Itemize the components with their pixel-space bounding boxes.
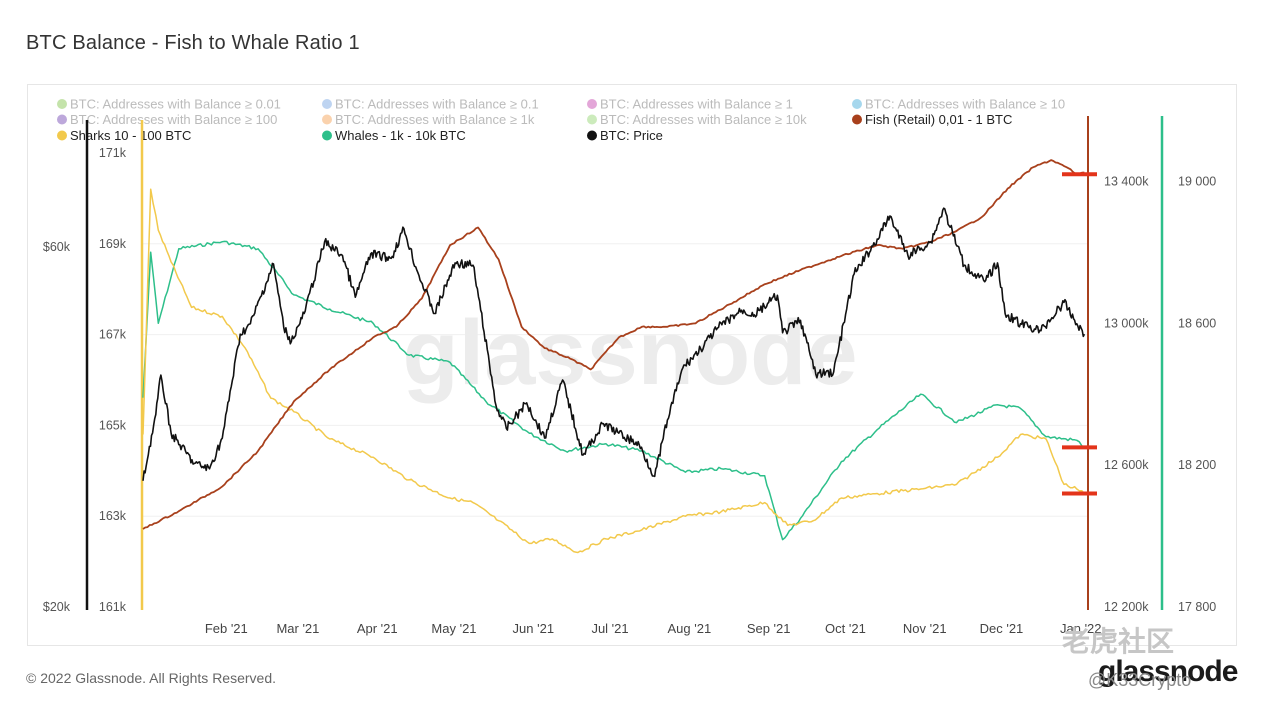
x-tick-apr-21: Apr '21 [357,621,398,636]
legend-marker-btc-addresses-with-balance-0-01 [57,99,67,109]
sharks-axis-tick-3: 165k [99,418,127,432]
legend-label-btc-price: BTC: Price [600,128,663,143]
watermark-user: @K33Crypto [1088,670,1192,690]
sharks-axis-tick-2: 167k [99,328,127,342]
sharks-axis-tick-5: 161k [99,600,127,614]
sharks-axis-tick-0: 171k [99,146,127,160]
legend-marker-btc-price [587,130,597,141]
legend-marker-btc-addresses-with-balance-1k [322,114,332,125]
legend-label-whales-1k-10k-btc: Whales - 1k - 10k BTC [335,128,466,143]
whales-axis-tick-2: 18 200 [1178,458,1216,472]
chart-card [27,84,1237,646]
price-axis-tick-1: $20k [43,600,71,614]
legend-marker-btc-addresses-with-balance-10k [587,114,597,125]
x-tick-oct-21: Oct '21 [825,621,866,636]
brand-logo: glassnode [1098,655,1238,688]
x-tick-nov-21: Nov '21 [903,621,947,636]
x-tick-dec-21: Dec '21 [980,621,1024,636]
legend-marker-whales-1k-10k-btc [322,130,332,141]
page-title: BTC Balance - Fish to Whale Ratio 1 [26,32,360,54]
fish-axis-tick-3: 12 200k [1104,600,1149,614]
x-tick-may-21: May '21 [431,621,476,636]
whales-axis-tick-1: 18 600 [1178,316,1216,330]
fish-axis-tick-2: 12 600k [1104,458,1149,472]
legend-marker-btc-addresses-with-balance-0-1 [322,99,332,109]
series-line-btc-price [142,207,1086,481]
series-line-fish-retail-0-01-1-btc [142,159,1085,530]
series-line-sharks-10-100-btc [142,188,1085,554]
legend-label-btc-addresses-with-balance-1k: BTC: Addresses with Balance ≥ 1k [335,112,535,127]
watermark-tiger: 老虎社区 [1062,626,1175,657]
legend-marker-fish-retail-0-01-1-btc [852,114,862,125]
whales-axis-tick-3: 17 800 [1178,600,1216,614]
copyright-footer: © 2022 Glassnode. All Rights Reserved. [26,670,277,686]
legend-marker-btc-addresses-with-balance-1 [587,99,597,109]
legend-label-btc-addresses-with-balance-1: BTC: Addresses with Balance ≥ 1 [600,97,793,112]
legend-marker-btc-addresses-with-balance-100 [57,114,67,125]
x-tick-aug-21: Aug '21 [668,621,712,636]
legend-label-btc-addresses-with-balance-10: BTC: Addresses with Balance ≥ 10 [865,97,1065,112]
sharks-axis-tick-1: 169k [99,237,127,251]
legend-label-btc-addresses-with-balance-0-1: BTC: Addresses with Balance ≥ 0.1 [335,97,539,112]
legend-label-btc-addresses-with-balance-10k: BTC: Addresses with Balance ≥ 10k [600,112,807,127]
chart-watermark: glassnode [402,302,857,404]
x-tick-jan-22: Jan '22 [1060,621,1102,636]
chart-axes: $60k $20k 171k 169k 167k 165k 163k 161k 13 400k 1… [43,116,1216,614]
x-tick-sep-21: Sep '21 [747,621,791,636]
x-tick-feb-21: Feb '21 [205,621,248,636]
annotation-markers [1062,172,1097,496]
chart-series [142,159,1086,554]
chart-legend: BTC: Addresses with Balance ≥ 0.01 BTC: A… [57,97,1065,143]
whales-axis-tick-0: 19 000 [1178,174,1216,188]
x-tick-jun-21: Jun '21 [513,621,555,636]
chart-grid [143,243,1087,517]
series-line-whales-1k-10k-btc [142,240,1085,541]
legend-label-btc-addresses-with-balance-0-01: BTC: Addresses with Balance ≥ 0.01 [70,97,281,112]
fish-axis-tick-0: 13 400k [1104,174,1149,188]
x-tick-jul-21: Jul '21 [591,621,628,636]
legend-marker-btc-addresses-with-balance-10 [852,99,862,109]
x-tick-mar-21: Mar '21 [276,621,319,636]
x-axis-ticks: Feb '21 Mar '21 Apr '21 May '21 Jun '21 Jul '… [205,621,1102,636]
legend-label-sharks-10-100-btc: Sharks 10 - 100 BTC [70,128,191,143]
price-axis-tick-0: $60k [43,240,71,254]
legend-marker-sharks-10-100-btc [57,130,67,141]
fish-axis-tick-1: 13 000k [1104,316,1149,330]
legend-label-fish-retail-0-01-1-btc: Fish (Retail) 0,01 - 1 BTC [865,112,1012,127]
legend-label-btc-addresses-with-balance-100: BTC: Addresses with Balance ≥ 100 [70,112,277,127]
sharks-axis-tick-4: 163k [99,509,127,523]
